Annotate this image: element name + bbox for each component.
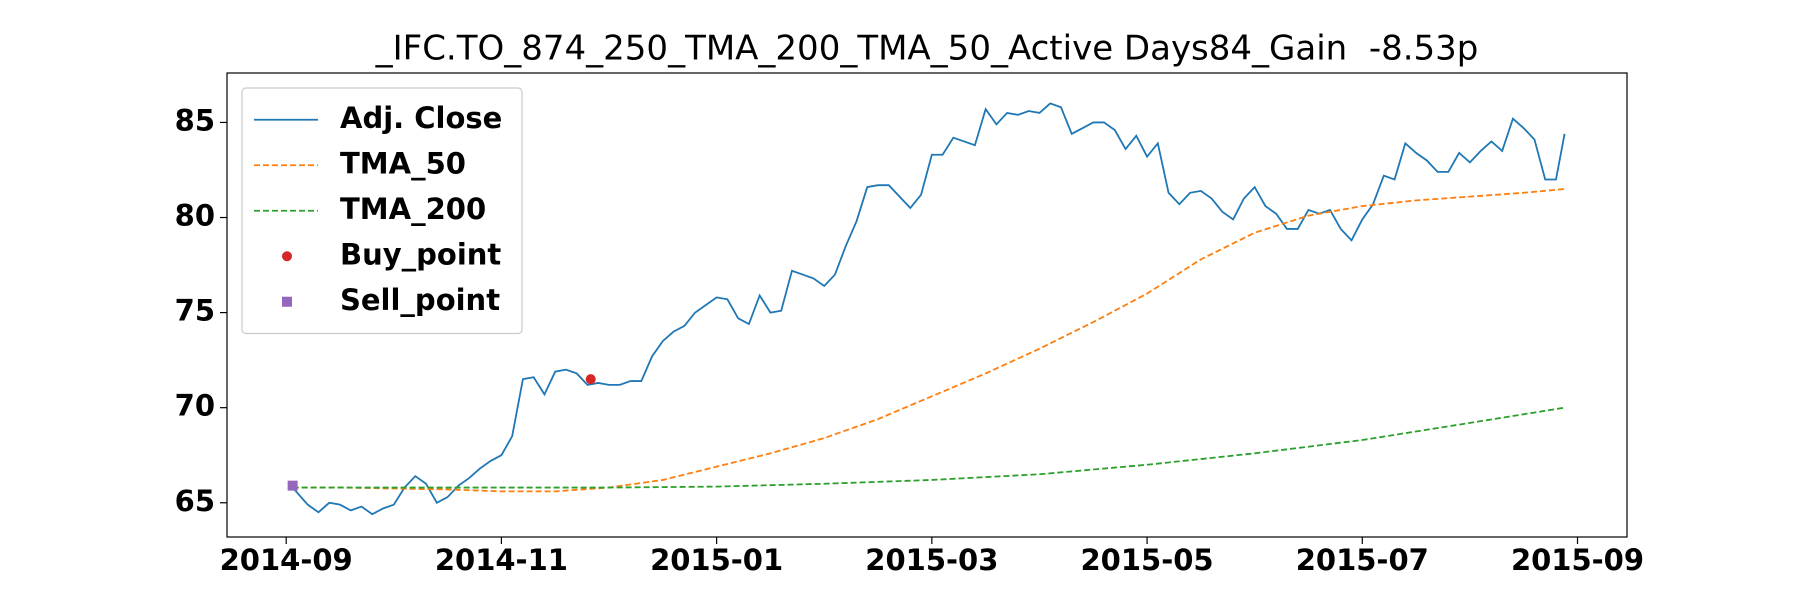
legend-label: Buy_point: [340, 237, 501, 271]
buy-point: [585, 374, 596, 385]
x-tick-label: 2015-03: [865, 543, 998, 577]
legend-marker: [282, 296, 292, 307]
y-tick-label: 85: [175, 103, 215, 137]
series-line: [291, 102, 1566, 516]
y-tick-label: 70: [175, 389, 215, 423]
x-tick-label: 2015-07: [1296, 543, 1429, 577]
x-tick-label: 2015-05: [1081, 543, 1214, 577]
legend-label: TMA_50: [340, 146, 466, 180]
x-tick-label: 2015-09: [1511, 543, 1644, 577]
chart-title: _IFC.TO_874_250_TMA_200_TMA_50_Active Da…: [375, 29, 1479, 69]
series-line: [292, 188, 1565, 493]
series-line: [292, 406, 1565, 489]
y-tick-label: 80: [175, 199, 215, 233]
legend-label: Adj. Close: [340, 101, 502, 135]
x-tick-label: 2015-01: [650, 543, 783, 577]
plot-frame: [226, 72, 1628, 538]
x-tick-label: 2014-09: [220, 543, 353, 577]
legend-label: TMA_200: [340, 192, 486, 226]
sell-point: [287, 480, 298, 491]
y-tick-label: 75: [175, 294, 215, 328]
x-tick-label: 2014-11: [435, 543, 568, 577]
y-tick-label: 65: [175, 484, 215, 518]
legend-label: Sell_point: [340, 283, 500, 317]
legend-marker: [282, 251, 292, 262]
legend-box: [241, 87, 523, 335]
